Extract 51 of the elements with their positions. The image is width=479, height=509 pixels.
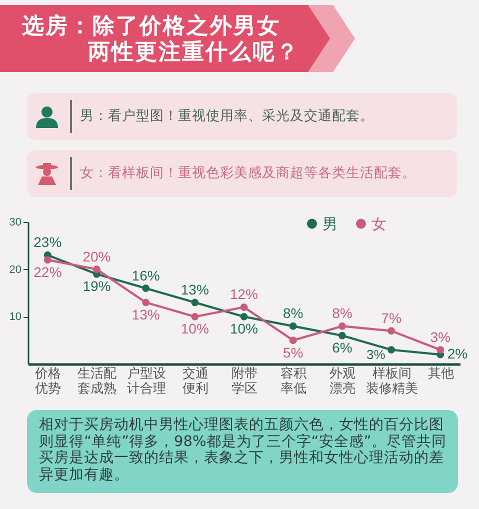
point xyxy=(142,284,150,292)
data-label: 6% xyxy=(332,340,352,356)
note-card: 男：看户型图！重视使用率、采光及交通配套。 xyxy=(27,93,457,140)
legend-label: 男 xyxy=(322,216,338,233)
y-tick-label: 10 xyxy=(9,311,22,324)
x-tick-label: 容积率低 xyxy=(280,366,307,396)
note-card: 女：看样板间！重视色彩美感及商超等各类生活配套。 xyxy=(27,150,457,197)
point xyxy=(93,266,100,274)
data-label: 22% xyxy=(34,264,62,280)
point xyxy=(289,322,297,330)
data-label: 19% xyxy=(82,278,111,294)
data-label: 13% xyxy=(132,306,160,322)
data-label: 23% xyxy=(34,234,62,250)
point xyxy=(191,298,199,306)
point xyxy=(289,336,297,344)
data-label: 12% xyxy=(230,286,258,302)
data-label: 8% xyxy=(332,305,352,322)
note-box: 相对于买房动机中男性心理图表的五颜六色，女性的百分比图则显得“单纯”得多，98%都是为了三个字“安全感”。尽管共同买房是达成一致的结果，表象之下，男性和女性心理活动的差异更加有趣。 xyxy=(27,410,458,493)
legend-label: 女 xyxy=(371,216,386,233)
x-tick-label: 其他 xyxy=(428,366,454,380)
data-label: 5% xyxy=(282,344,304,360)
y-tick-label: 20 xyxy=(9,264,22,276)
data-label: 3% xyxy=(366,346,386,362)
x-tick-label: 生活配套成熟 xyxy=(78,366,117,396)
chart-title: 选房：除了价格之外男女两性更注重什么呢？ xyxy=(22,14,300,66)
data-label: 10% xyxy=(180,320,209,337)
data-label: 3% xyxy=(430,328,450,345)
point xyxy=(44,256,52,264)
point xyxy=(388,346,395,354)
point xyxy=(388,327,395,335)
data-label: 20% xyxy=(82,248,111,264)
point xyxy=(142,298,150,306)
y-tick-label: 30 xyxy=(9,216,22,228)
data-label: 7% xyxy=(381,310,402,326)
point xyxy=(191,312,199,320)
x-tick-label: 交通便利 xyxy=(182,366,208,396)
data-label: 2% xyxy=(447,346,468,362)
point xyxy=(436,346,444,354)
x-tick-label: 附带学区 xyxy=(232,366,258,396)
data-label: 8% xyxy=(282,305,304,322)
point xyxy=(338,332,346,340)
data-label: 16% xyxy=(132,267,160,284)
x-tick-label: 样板间装修精美 xyxy=(366,366,418,396)
x-tick-label: 价格优势 xyxy=(34,366,62,396)
data-label: 13% xyxy=(180,281,209,298)
data-label: 10% xyxy=(230,320,258,337)
point xyxy=(338,322,346,330)
x-tick-label: 外观漂亮 xyxy=(330,366,356,396)
point xyxy=(240,312,248,320)
point xyxy=(240,304,248,311)
x-tick-label: 户型设计合理 xyxy=(126,366,166,396)
